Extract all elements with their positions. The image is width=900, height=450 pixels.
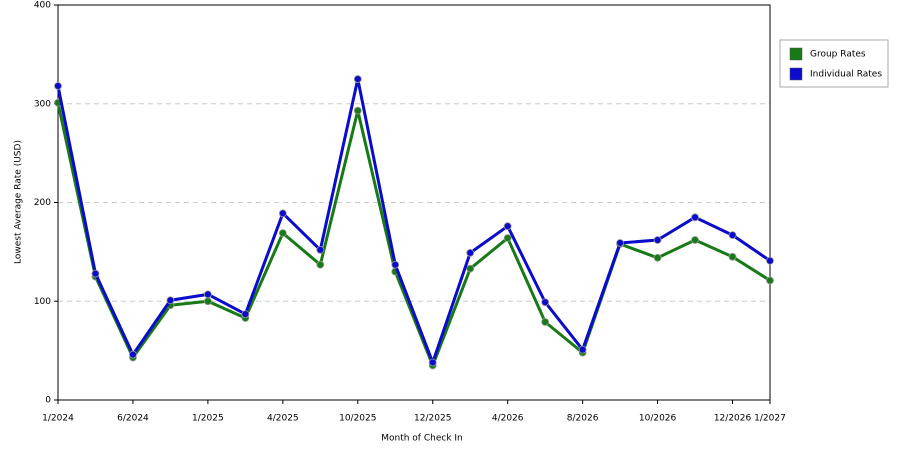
- data-point: [129, 350, 137, 359]
- data-point: [541, 298, 550, 307]
- data-point: [54, 82, 62, 90]
- data-point: [466, 264, 475, 273]
- y-tick-label: 0: [45, 396, 51, 406]
- data-point: [466, 248, 475, 257]
- x-tick-label: 10/2026: [639, 414, 677, 424]
- data-point: [503, 222, 512, 231]
- data-point: [578, 345, 587, 354]
- x-tick-label: 12/2025: [414, 414, 451, 424]
- series-line: [56, 77, 771, 364]
- y-tick-label: 200: [34, 198, 51, 208]
- data-point: [691, 213, 699, 222]
- data-point: [428, 358, 437, 367]
- x-tick-label: 12/2026: [714, 414, 752, 424]
- x-tick-label: 4/2026: [492, 414, 524, 424]
- data-point: [653, 253, 662, 262]
- data-point: [728, 252, 737, 261]
- data-point: [203, 297, 212, 306]
- x-tick-label: 1/2027: [754, 414, 786, 424]
- legend-swatch: [789, 67, 803, 81]
- y-tick-label: 100: [34, 297, 51, 307]
- x-tick-label: 1/2024: [42, 414, 74, 424]
- data-point: [766, 256, 774, 265]
- data-point: [503, 234, 512, 242]
- y-axis-title: Lowest Average Rate (USD): [14, 140, 24, 264]
- data-point: [166, 296, 175, 305]
- x-tick-label: 6/2024: [117, 414, 149, 424]
- data-point: [766, 276, 774, 285]
- data-point: [728, 231, 737, 239]
- legend-label: Group Rates: [810, 50, 866, 60]
- plot-frame: [57, 4, 771, 401]
- x-tick-label: 8/2026: [567, 414, 599, 424]
- data-point: [278, 229, 287, 238]
- x-axis-title: Month of Check In: [381, 434, 463, 444]
- data-point: [353, 75, 362, 83]
- data-point: [353, 106, 362, 115]
- data-point: [653, 236, 662, 244]
- series-line: [56, 102, 771, 367]
- data-point: [541, 318, 550, 326]
- x-tick-label: 1/2025: [192, 414, 224, 424]
- data-point: [278, 209, 287, 218]
- data-point: [241, 310, 250, 318]
- data-point: [691, 236, 699, 244]
- data-point: [616, 239, 625, 247]
- data-point: [316, 245, 325, 254]
- data-point: [391, 260, 400, 269]
- y-tick-label: 300: [34, 99, 51, 109]
- legend-label: Individual Rates: [810, 70, 882, 80]
- x-tick-label: 10/2025: [339, 414, 376, 424]
- y-tick-label: 400: [34, 1, 51, 11]
- data-point: [91, 269, 100, 278]
- x-tick-label: 4/2025: [267, 414, 299, 424]
- data-point: [316, 260, 325, 269]
- data-point: [203, 290, 212, 299]
- legend-swatch: [789, 47, 803, 61]
